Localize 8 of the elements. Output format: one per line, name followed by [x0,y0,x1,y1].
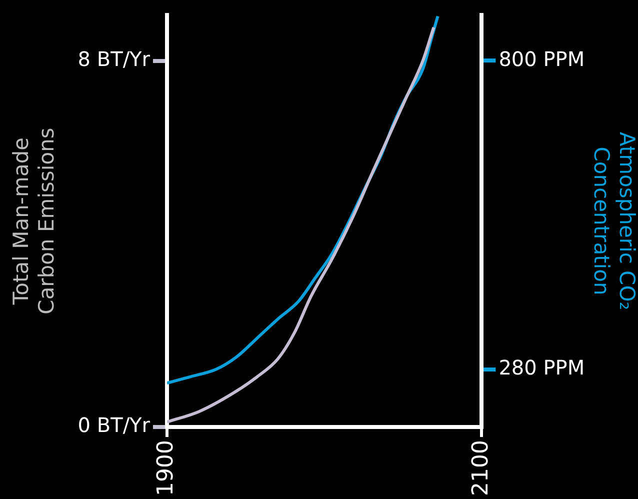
y-axis-title: Total Man-made Carbon Emissions [9,128,58,314]
y-tick-label: 0 BT/Yr [78,413,151,438]
y2-tick-label: 800 PPM [498,46,585,71]
y-tick-label: 8 BT/Yr [78,46,151,71]
y2-tick-label: 280 PPM [498,356,585,380]
y2-axis-title: Atmospheric CO₂ Concentration [590,132,638,310]
x-tick-label: 2100 [468,440,494,496]
x-tick-label: 1900 [154,440,179,496]
